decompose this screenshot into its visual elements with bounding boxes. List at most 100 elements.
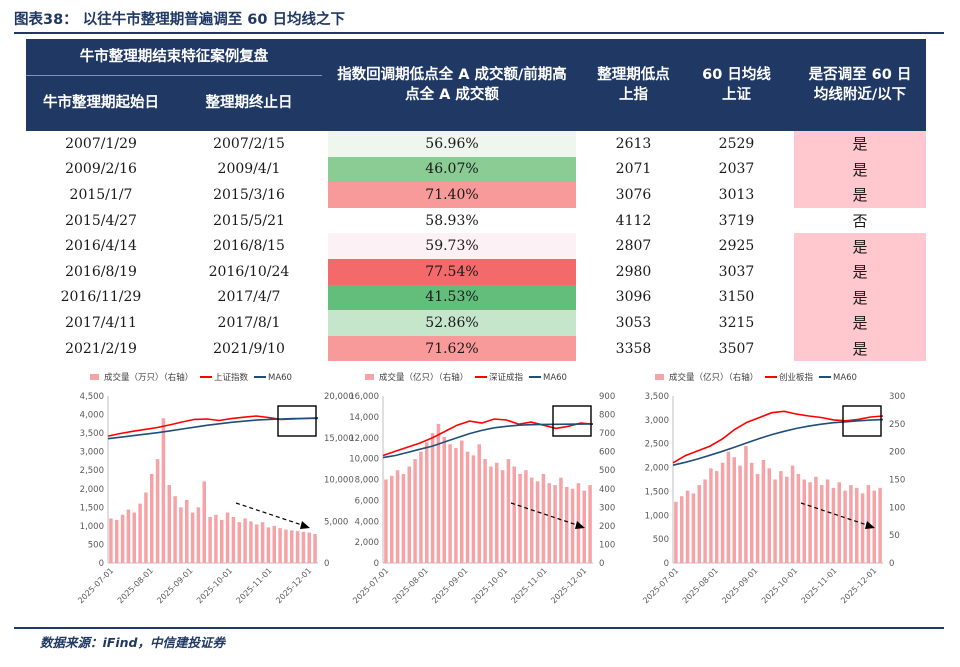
cell-end: 2015/3/16 [213, 186, 285, 203]
cell-low: 2071 [615, 161, 652, 178]
volume-bar [132, 512, 136, 563]
cell-end: 2007/2/15 [213, 135, 285, 152]
volume-bar [565, 486, 569, 563]
cell-low: 4112 [615, 212, 652, 229]
x-tick-label: 2025-07-01 [641, 566, 680, 605]
volume-bar [196, 507, 201, 563]
legend-label: MA60 [543, 373, 567, 383]
right-tick-label: 5,000 [324, 517, 348, 527]
volume-bar [820, 485, 824, 563]
cell-ratio: 56.96% [328, 131, 576, 157]
left-tick-label: 3,500 [80, 429, 104, 439]
volume-bar [460, 440, 464, 563]
x-tick-label: 2025-11-01 [235, 566, 274, 605]
right-tick-label: 0 [599, 559, 604, 569]
volume-bar [495, 462, 499, 563]
left-tick-label: 0 [99, 559, 104, 569]
trend-arrow [235, 502, 309, 528]
x-tick-label: 2025-12-01 [839, 566, 878, 605]
cell-ratio: 71.62% [328, 335, 576, 362]
right-tick-label: 700 [599, 429, 615, 439]
volume-bar [715, 471, 719, 563]
trend-arrow-head [575, 521, 585, 529]
x-tick-label: 2025-11-01 [800, 566, 839, 605]
volume-bar [167, 485, 171, 563]
chart-svg: 成交量（万只）（右轴） 上证指数 MA60 4,500 4,000 3,500 3,000 2… [76, 372, 354, 605]
left-tick-label: 16,000 [349, 392, 379, 402]
volume-bar [260, 522, 265, 563]
legend-swatch [655, 374, 664, 380]
volume-bar [266, 527, 271, 563]
cell-ma60: 2925 [718, 238, 755, 255]
cell-ratio: 41.53% [328, 284, 576, 311]
figure-title-bar: 图表38： 以往牛市整理期普遍调至 60 日均线之下 [14, 4, 944, 34]
right-tick-label: 0 [324, 559, 329, 569]
volume-bar [814, 476, 818, 563]
right-tick-label: 500 [599, 466, 615, 476]
volume-bar [744, 446, 748, 563]
cell-end: 2009/4/1 [217, 161, 281, 178]
cell-end: 2016/10/24 [208, 263, 290, 280]
x-tick-label: 2025-11-01 [510, 566, 549, 605]
volume-bar [214, 514, 218, 563]
right-tick-label: 50 [889, 531, 900, 541]
trend-arrow [510, 502, 584, 528]
volume-bar [541, 473, 546, 563]
header-low: 整理期低点上指 [582, 39, 685, 131]
footer-divider [14, 627, 944, 629]
volume-bar [237, 522, 241, 563]
table-row: 2015/4/27 2015/5/21 58.93% 4112 3719 否 [26, 207, 926, 234]
right-tick-label: 250 [889, 420, 905, 430]
right-tick-label: 100 [889, 503, 905, 513]
volume-bar [295, 531, 300, 563]
volume-bar [588, 485, 592, 563]
right-tick-label: 10,000 [324, 476, 354, 486]
legend-label: 创业板指 [779, 372, 814, 383]
volume-bar [144, 492, 148, 563]
x-tick-label: 2025-08-01 [391, 566, 430, 605]
volume-bar [173, 496, 177, 563]
legend-label: 深证成指 [489, 372, 524, 383]
chart-svg: 成交量（亿只）（右轴） 深证成指 MA60 16,000 14,000 12,000 10,… [349, 372, 615, 605]
volume-bar [837, 482, 841, 563]
volume-bar [750, 462, 754, 563]
volume-bar [500, 470, 505, 563]
cell-ma60: 2529 [718, 135, 755, 152]
cell-end: 2021/9/10 [213, 340, 285, 357]
left-tick-label: 0 [374, 559, 379, 569]
x-tick-label: 2025-12-01 [274, 566, 313, 605]
legend-label: 上证指数 [214, 372, 249, 383]
legend-swatch [365, 374, 374, 380]
highlight-box [277, 405, 317, 437]
volume-bar [202, 481, 206, 563]
cell-start: 2015/4/27 [65, 212, 137, 229]
volume-bar [726, 451, 731, 563]
volume-bar [674, 501, 678, 563]
right-tick-label: 300 [889, 392, 905, 402]
series-line [107, 417, 319, 440]
volume-bar [425, 442, 429, 563]
volume-bar [395, 470, 400, 563]
volume-bar [553, 485, 557, 563]
volume-bar [120, 514, 125, 563]
volume-bar [284, 529, 288, 563]
volume-bar [220, 519, 224, 563]
cell-ratio: 59.73% [328, 233, 576, 259]
volume-bar [115, 519, 119, 563]
volume-bar [161, 418, 166, 563]
volume-bar [535, 481, 540, 563]
volume-bar [407, 466, 411, 563]
volume-bar [506, 459, 511, 563]
header-end: 整理期终止日 [176, 75, 322, 131]
volume-bar [401, 473, 406, 563]
legend-swatch [90, 374, 99, 380]
left-tick-label: 500 [88, 540, 104, 550]
volume-bar [231, 516, 236, 563]
right-tick-label: 900 [599, 392, 615, 402]
volume-bar [860, 493, 865, 563]
cell-ma60: 3215 [718, 314, 755, 331]
cell-low: 3053 [615, 314, 652, 331]
volume-bar [843, 490, 847, 563]
volume-bar [477, 444, 481, 563]
volume-bar [697, 485, 701, 563]
